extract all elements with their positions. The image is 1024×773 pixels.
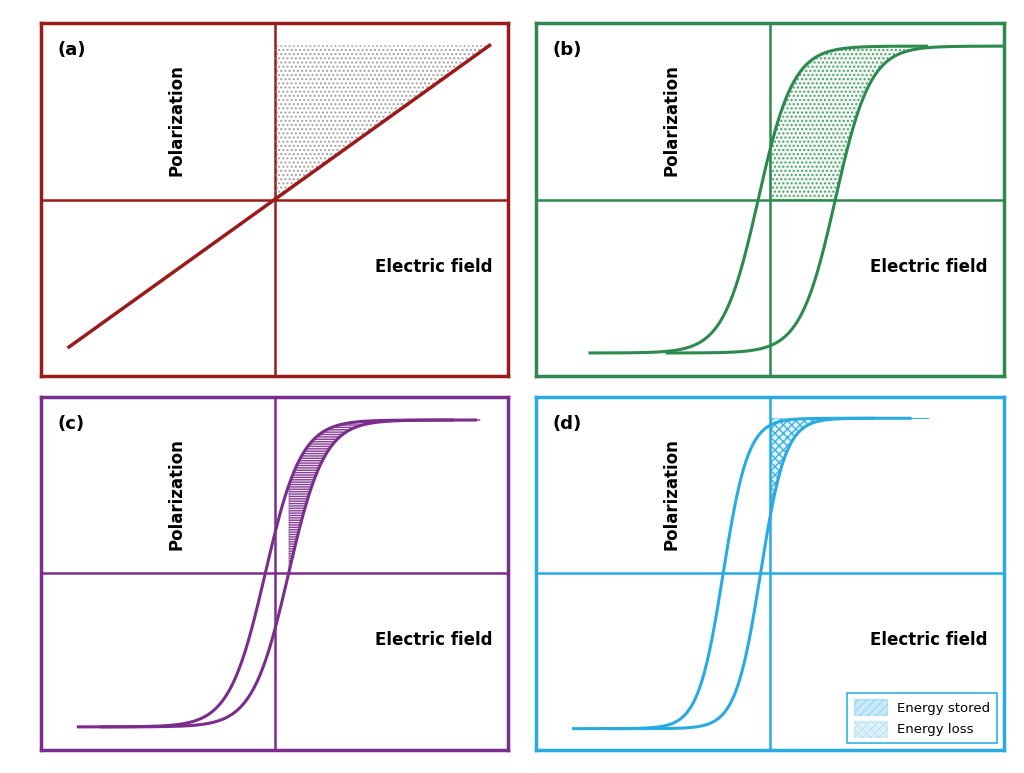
Text: Electric field: Electric field (870, 257, 987, 275)
Text: Polarization: Polarization (663, 438, 681, 550)
Text: Electric field: Electric field (870, 632, 987, 649)
Text: Electric field: Electric field (375, 632, 493, 649)
Text: Polarization: Polarization (168, 438, 185, 550)
Text: (a): (a) (57, 41, 86, 59)
Text: (d): (d) (553, 415, 582, 433)
Text: (c): (c) (57, 415, 84, 433)
Text: Electric field: Electric field (375, 257, 493, 275)
Legend: Energy stored, Energy loss: Energy stored, Energy loss (847, 693, 997, 743)
Text: Polarization: Polarization (168, 64, 185, 176)
Text: Polarization: Polarization (663, 64, 681, 176)
Text: (b): (b) (553, 41, 582, 59)
